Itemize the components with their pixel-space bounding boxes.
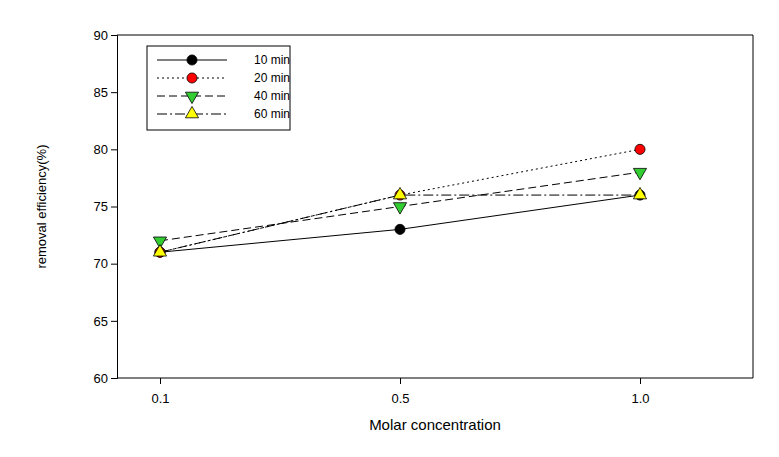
chart: 60 65 70 75 80 85 90 0.1 0.5 1.0 Molar concentrati… [0, 0, 779, 457]
series-line [160, 195, 640, 252]
y-tick-mark [111, 35, 117, 36]
y-tick: 80 [94, 142, 117, 157]
frame-right [753, 35, 754, 378]
x-tick-label: 1.0 [631, 391, 649, 406]
x-axis-line [117, 378, 753, 379]
y-axis: 60 65 70 75 80 85 90 [94, 28, 118, 386]
y-tick-label: 85 [94, 85, 108, 100]
y-axis-title: removal efficiency(%) [34, 144, 49, 268]
series-marker [393, 203, 406, 214]
series-line [160, 149, 640, 252]
y-tick-label: 60 [94, 371, 108, 386]
y-tick-label: 75 [94, 199, 108, 214]
series-marker [635, 144, 645, 154]
series-marker [633, 168, 646, 179]
x-tick: 1.0 [631, 378, 649, 406]
y-tick-mark [111, 321, 117, 322]
series-line [160, 172, 640, 241]
series-line [160, 195, 640, 252]
legend-label: 40 min [254, 89, 290, 103]
legend-label: 60 min [254, 107, 290, 121]
series-marker [633, 187, 646, 198]
y-tick: 70 [94, 256, 117, 271]
y-axis-line [111, 36, 118, 379]
legend: 10 min 20 min 40 min 60 min [147, 46, 290, 130]
x-tick-label: 0.5 [391, 391, 409, 406]
y-tick-label: 80 [94, 142, 108, 157]
legend-marker [187, 55, 197, 65]
legend-marker [187, 73, 197, 83]
legend-label: 10 min [254, 53, 290, 67]
y-tick-label: 70 [94, 256, 108, 271]
series-marker [153, 245, 166, 256]
series-marker [395, 224, 405, 234]
frame-top [117, 35, 753, 36]
x-axis-title: Molar concentration [369, 416, 501, 433]
y-tick: 75 [94, 199, 117, 214]
x-tick: 0.5 [391, 378, 409, 406]
x-tick: 0.1 [151, 378, 169, 406]
y-tick-mark [111, 92, 117, 93]
y-tick: 90 [94, 28, 117, 43]
x-tick-mark [400, 378, 401, 384]
legend-label: 20 min [254, 71, 290, 85]
y-tick-mark [111, 207, 117, 208]
y-tick-label: 90 [94, 28, 108, 43]
x-tick-mark [160, 378, 161, 384]
y-tick-mark [111, 149, 117, 150]
series-marker [393, 187, 406, 198]
x-tick-label: 0.1 [151, 391, 169, 406]
y-tick-mark [111, 264, 117, 265]
y-tick: 65 [94, 313, 117, 328]
y-tick-label: 65 [94, 313, 108, 328]
x-tick-mark [640, 378, 641, 384]
x-axis: 0.1 0.5 1.0 [117, 378, 753, 406]
plot-area [153, 144, 646, 257]
legend-box [147, 46, 290, 130]
y-tick: 85 [94, 85, 117, 100]
y-tick-mark [111, 378, 117, 379]
legend-marker [185, 92, 198, 103]
legend-marker [185, 106, 198, 117]
y-tick: 60 [94, 371, 117, 386]
